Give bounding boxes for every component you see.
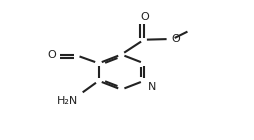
Text: H₂N: H₂N: [57, 96, 78, 106]
Text: O: O: [47, 50, 56, 60]
Text: O: O: [140, 12, 149, 22]
Text: O: O: [171, 34, 180, 44]
Text: N: N: [148, 82, 156, 92]
